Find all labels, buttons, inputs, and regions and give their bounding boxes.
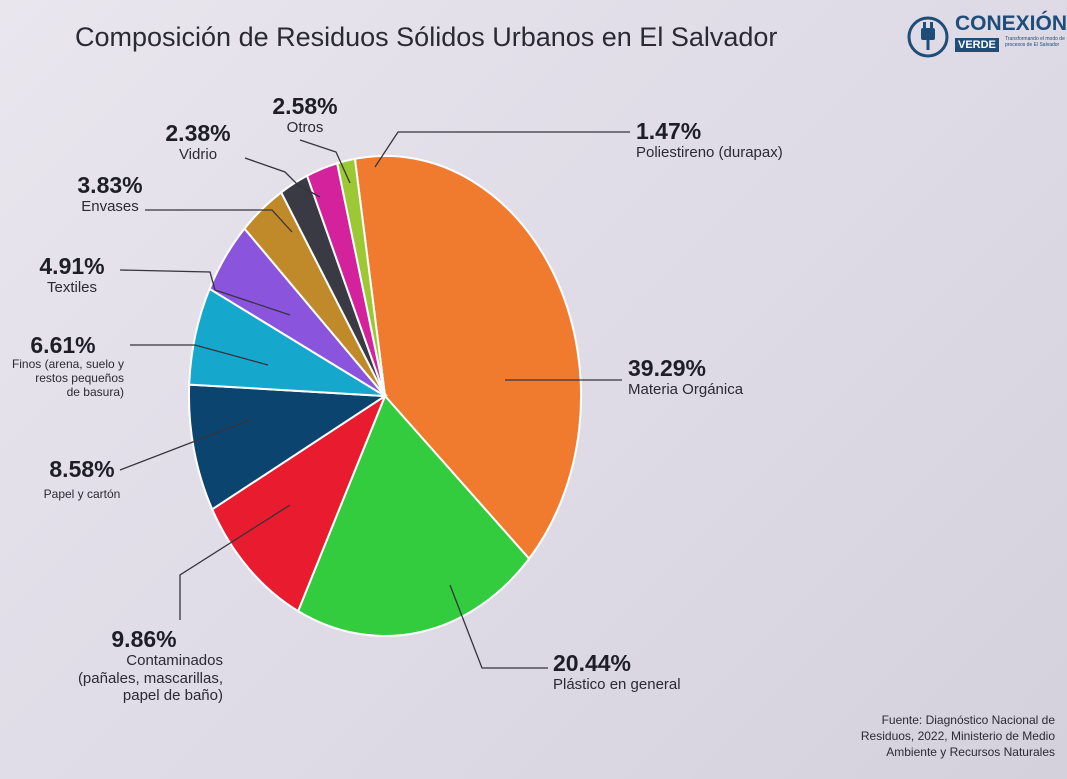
slice-category: Plástico en general bbox=[553, 676, 681, 694]
logo-wordmark: CONEXIÓN bbox=[955, 12, 1067, 35]
source-line: Fuente: Diagnóstico Nacional de bbox=[881, 713, 1055, 727]
slice-label-textiles: 4.91% Textiles bbox=[22, 253, 122, 297]
slice-label-contaminados: 9.86% Contaminados (pañales, mascarillas… bbox=[65, 626, 223, 704]
leader-line-plastico bbox=[449, 584, 548, 669]
slice-value: 2.38% bbox=[165, 120, 231, 146]
slice-label-papel-carton: 8.58% Papel y cartón bbox=[32, 456, 132, 502]
slice-category: Textiles bbox=[46, 279, 98, 297]
slice-value: 8.58% bbox=[49, 456, 115, 482]
source-note: Fuente: Diagnóstico Nacional de Residuos… bbox=[815, 712, 1055, 760]
pie-slice-poliestireno bbox=[336, 157, 386, 397]
slice-category: Vidrio bbox=[178, 146, 218, 164]
leader-line-textiles bbox=[119, 269, 291, 316]
slice-label-materia-organica: 39.29% Materia Orgánica bbox=[628, 355, 743, 399]
conexion-verde-logo: CONEXIÓN VERDE Transformando el modo de … bbox=[905, 8, 1067, 64]
chart-title: Composición de Residuos Sólidos Urbanos … bbox=[75, 22, 778, 52]
slice-label-envases: 3.83% Envases bbox=[60, 172, 160, 216]
slice-value: 4.91% bbox=[39, 253, 105, 279]
leader-lines bbox=[119, 131, 630, 669]
pie-slice-materia-organica bbox=[353, 154, 583, 561]
slice-category: restos pequeños bbox=[35, 371, 124, 386]
slice-label-finos: 6.61% Finos (arena, suelo y restos peque… bbox=[2, 332, 124, 400]
slice-value: 2.58% bbox=[272, 93, 338, 119]
slice-value: 6.61% bbox=[30, 332, 96, 358]
slice-category: Contaminados bbox=[126, 652, 223, 670]
slice-category: Envases bbox=[81, 198, 139, 216]
pie-slices bbox=[187, 154, 583, 637]
leader-line-otros bbox=[299, 139, 351, 184]
slice-category: Finos (arena, suelo y bbox=[11, 357, 124, 372]
slice-category: Papel y cartón bbox=[43, 487, 121, 502]
slice-category: Poliestireno (durapax) bbox=[636, 144, 783, 162]
slice-category: Materia Orgánica bbox=[628, 381, 744, 399]
logo-tagline: Transformando el modo de procesos de El … bbox=[1005, 36, 1065, 48]
slice-value: 3.83% bbox=[77, 172, 143, 198]
slice-value: 39.29% bbox=[628, 355, 707, 381]
slice-value: 20.44% bbox=[553, 650, 632, 676]
slice-label-otros: 2.58% Otros bbox=[255, 93, 355, 137]
slice-label-poliestireno: 1.47% Poliestireno (durapax) bbox=[636, 118, 783, 162]
logo-badge: VERDE bbox=[955, 38, 999, 52]
slice-category: papel de baño) bbox=[122, 686, 223, 704]
leader-line-envases bbox=[145, 209, 293, 233]
slice-category: (pañales, mascarillas, bbox=[77, 669, 223, 687]
slice-category: Otros bbox=[286, 119, 324, 137]
slice-value: 9.86% bbox=[111, 626, 177, 652]
leader-line-contaminados bbox=[179, 504, 291, 620]
source-line: Residuos, 2022, Ministerio de Medio bbox=[860, 729, 1055, 743]
slice-label-plastico: 20.44% Plástico en general bbox=[553, 650, 681, 694]
slice-value: 1.47% bbox=[636, 118, 702, 144]
leader-line-papel-carton bbox=[119, 419, 251, 471]
source-line: Ambiente y Recursos Naturales bbox=[886, 745, 1055, 759]
leader-line-finos bbox=[130, 344, 269, 366]
pie-slice-contaminados bbox=[210, 393, 388, 613]
plug-icon bbox=[907, 16, 949, 58]
pie-slice-plastico bbox=[296, 394, 531, 637]
pie-slice-papel-carton bbox=[187, 383, 389, 511]
slice-category: de basura) bbox=[66, 385, 124, 400]
slice-label-vidrio: 2.38% Vidrio bbox=[148, 120, 248, 164]
leader-line-vidrio bbox=[244, 157, 321, 198]
leader-line-poliestireno bbox=[374, 131, 630, 168]
